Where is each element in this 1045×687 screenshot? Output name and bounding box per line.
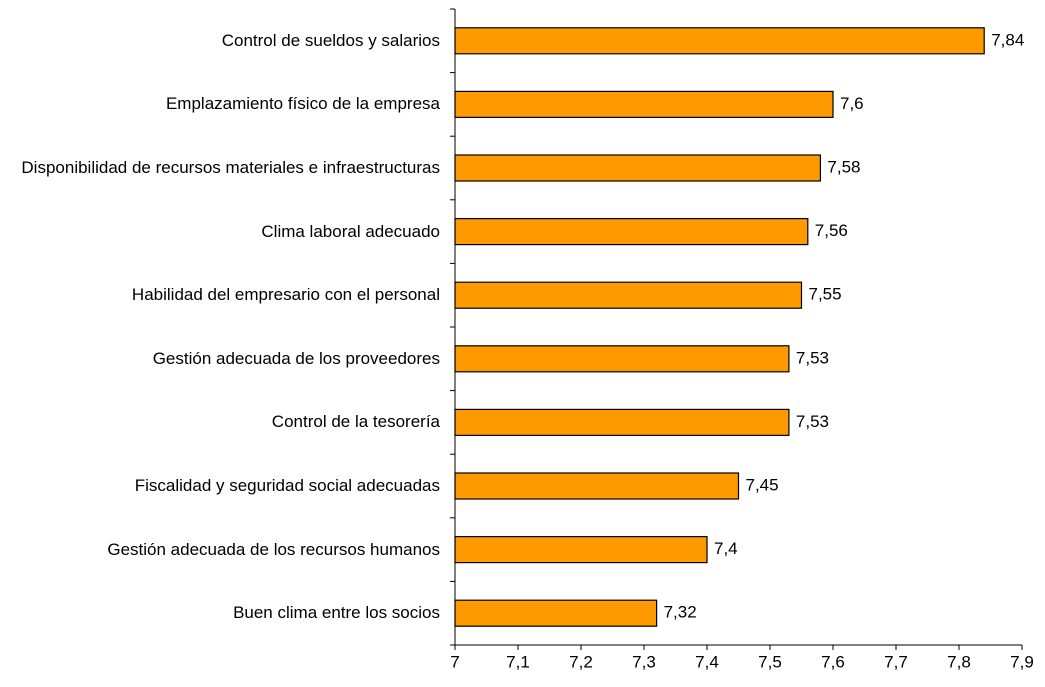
data-label: 7,84 — [991, 30, 1024, 49]
data-label: 7,55 — [809, 285, 842, 304]
data-label: 7,32 — [664, 603, 697, 622]
bar — [454, 408, 790, 436]
x-tick-label: 7,9 — [1010, 652, 1034, 671]
x-tick-label: 7 — [450, 652, 459, 671]
bar — [454, 535, 708, 564]
y-tick-label: Gestión adecuada de los proveedores — [152, 348, 440, 368]
x-tick-label: 7,7 — [884, 652, 908, 671]
x-tick-label: 7,6 — [821, 652, 845, 671]
y-tick-label: Disponibilidad de recursos materiales e … — [21, 158, 440, 177]
y-tick-label: Habilidad del empresario con el personal — [131, 285, 440, 305]
y-tick-label: Emplazamiento físico de la empresa — [165, 94, 440, 114]
bar — [454, 599, 658, 627]
y-tick-label: Buen clima entre los socios — [233, 603, 440, 623]
y-tick-label: Clima laboral adecuado — [261, 221, 440, 241]
x-tick-label: 7,4 — [695, 652, 719, 671]
data-label: 7,58 — [827, 157, 860, 176]
y-tick-label: Fiscalidad y seguridad social adecuadas — [134, 476, 440, 495]
y-tick-label: Control de sueldos y salarios — [221, 30, 440, 50]
bar — [454, 218, 809, 246]
data-label: 7,53 — [796, 412, 829, 431]
bar — [454, 154, 821, 182]
data-label: 7,6 — [840, 94, 864, 113]
y-tick-label: Control de la tesorería — [271, 412, 440, 432]
x-tick-label: 7,3 — [632, 652, 656, 671]
data-label: 7,4 — [714, 539, 738, 558]
bar — [454, 27, 985, 55]
data-label: 7,56 — [815, 221, 848, 240]
x-tick-label: 7,8 — [947, 652, 971, 671]
y-tick-label: Gestión adecuada de los recursos humanos — [107, 539, 440, 559]
bar — [454, 281, 803, 309]
x-tick-label: 7,1 — [506, 652, 530, 671]
x-tick-label: 7,5 — [758, 652, 782, 671]
data-label: 7,45 — [746, 475, 779, 494]
x-tick-label: 7,2 — [569, 652, 593, 671]
bar — [454, 345, 790, 373]
data-label: 7,53 — [796, 348, 829, 367]
bar — [454, 90, 834, 119]
bar — [454, 472, 740, 500]
